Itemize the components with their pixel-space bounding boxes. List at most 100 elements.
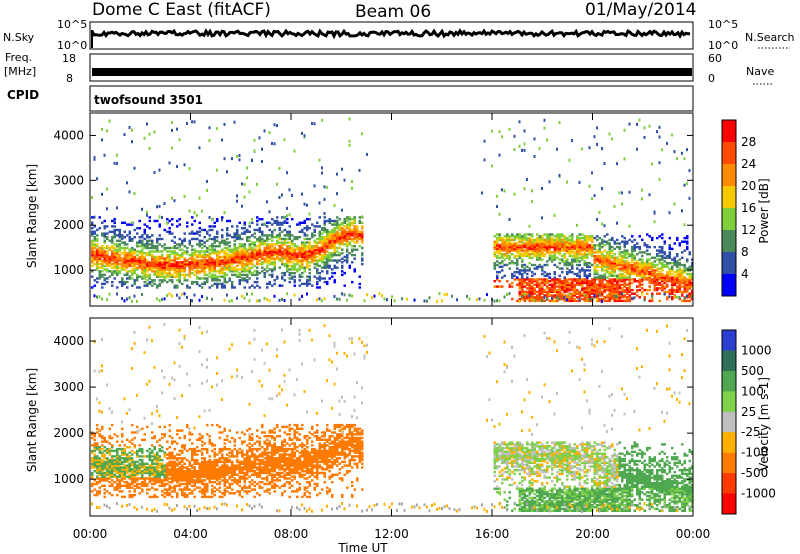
echo-cell	[636, 272, 639, 276]
echo-cell	[683, 290, 686, 294]
echo-cell	[136, 245, 139, 248]
echo-cell	[116, 261, 119, 264]
echo-cell	[121, 433, 124, 436]
echo-cell	[218, 271, 221, 275]
echo-cell	[606, 258, 609, 261]
echo-cell	[583, 281, 586, 285]
echo-cell	[658, 262, 661, 265]
echo-cell	[551, 283, 554, 286]
clutter-cell	[466, 294, 468, 298]
echo-cell	[678, 285, 681, 288]
echo-cell	[333, 248, 336, 251]
echo-cell	[266, 266, 269, 269]
echo-cell	[296, 259, 299, 262]
echo-cell	[621, 288, 624, 292]
echo-cell	[671, 285, 674, 288]
echo-cell	[138, 266, 141, 269]
echo-cell	[108, 275, 111, 278]
echo-cell	[293, 259, 296, 262]
echo-cell	[213, 236, 216, 239]
echo-cell	[136, 241, 139, 244]
echo-cell	[361, 241, 364, 244]
echo-cell	[98, 457, 101, 460]
echo-cell	[668, 267, 671, 270]
echo-cell	[531, 299, 534, 303]
echo-cell	[278, 234, 281, 237]
echo-cell	[528, 281, 531, 285]
echo-cell	[326, 253, 329, 257]
echo-cell	[601, 253, 604, 256]
echo-cell	[628, 294, 631, 297]
echo-cell	[566, 288, 569, 292]
echo-cell	[666, 297, 669, 301]
echo-cell	[291, 239, 294, 242]
echo-cell	[133, 475, 136, 478]
echo-cell	[528, 280, 531, 283]
echo-cell	[138, 259, 141, 262]
echo-cell	[598, 262, 601, 265]
echo-cell	[288, 234, 291, 237]
echo-cell	[626, 256, 629, 259]
echo-cell	[126, 466, 129, 469]
echo-cell	[93, 446, 96, 449]
echo-cell	[536, 256, 539, 259]
echo-cell	[621, 299, 624, 303]
echo-cell	[111, 241, 114, 244]
echo-cell	[658, 278, 661, 281]
echo-cell	[621, 278, 624, 281]
echo-cell	[566, 258, 569, 261]
echo-cell	[213, 266, 216, 269]
echo-cell	[316, 245, 319, 248]
echo-cell	[691, 265, 694, 268]
echo-cell	[286, 253, 289, 257]
echo-cell	[93, 455, 96, 458]
echo-cell	[276, 241, 279, 244]
echo-cell	[558, 253, 561, 256]
echo-cell	[291, 257, 294, 260]
scatter-cell	[226, 170, 228, 174]
echo-cell	[131, 482, 134, 486]
echo-cell	[623, 285, 626, 288]
echo-cell	[646, 244, 649, 247]
echo-cell	[121, 282, 124, 286]
echo-cell	[658, 260, 661, 263]
echo-cell	[121, 477, 124, 480]
echo-cell	[248, 245, 251, 248]
echo-cell	[138, 241, 141, 244]
echo-cell	[108, 270, 111, 273]
echo-cell	[616, 238, 619, 242]
clutter-cell	[156, 297, 158, 301]
echo-cell	[568, 244, 571, 247]
echo-cell	[676, 285, 679, 288]
echo-cell	[311, 284, 314, 287]
echo-cell	[591, 251, 594, 254]
echo-cell	[353, 221, 356, 224]
echo-cell	[353, 257, 356, 260]
echo-cell	[221, 250, 224, 253]
scatter-cell	[261, 160, 263, 163]
echo-cell	[106, 261, 109, 264]
echo-cell	[561, 238, 564, 242]
echo-cell	[123, 253, 126, 257]
echo-cell	[323, 219, 326, 223]
clutter-cell	[521, 295, 523, 299]
echo-cell	[201, 266, 204, 269]
echo-cell	[111, 255, 114, 259]
echo-cell	[281, 259, 284, 262]
echo-cell	[321, 277, 324, 280]
echo-cell	[201, 264, 204, 268]
echo-cell	[101, 460, 104, 464]
echo-cell	[201, 243, 204, 246]
echo-cell	[133, 462, 136, 465]
echo-cell	[198, 277, 201, 280]
echo-cell	[268, 282, 271, 286]
echo-cell	[243, 253, 246, 257]
echo-cell	[98, 481, 101, 484]
echo-cell	[98, 449, 101, 453]
echo-cell	[308, 252, 311, 255]
echo-cell	[538, 238, 541, 242]
clutter-cell	[126, 297, 128, 301]
echo-cell	[108, 230, 111, 233]
echo-cell	[231, 253, 234, 257]
echo-cell	[288, 257, 291, 260]
